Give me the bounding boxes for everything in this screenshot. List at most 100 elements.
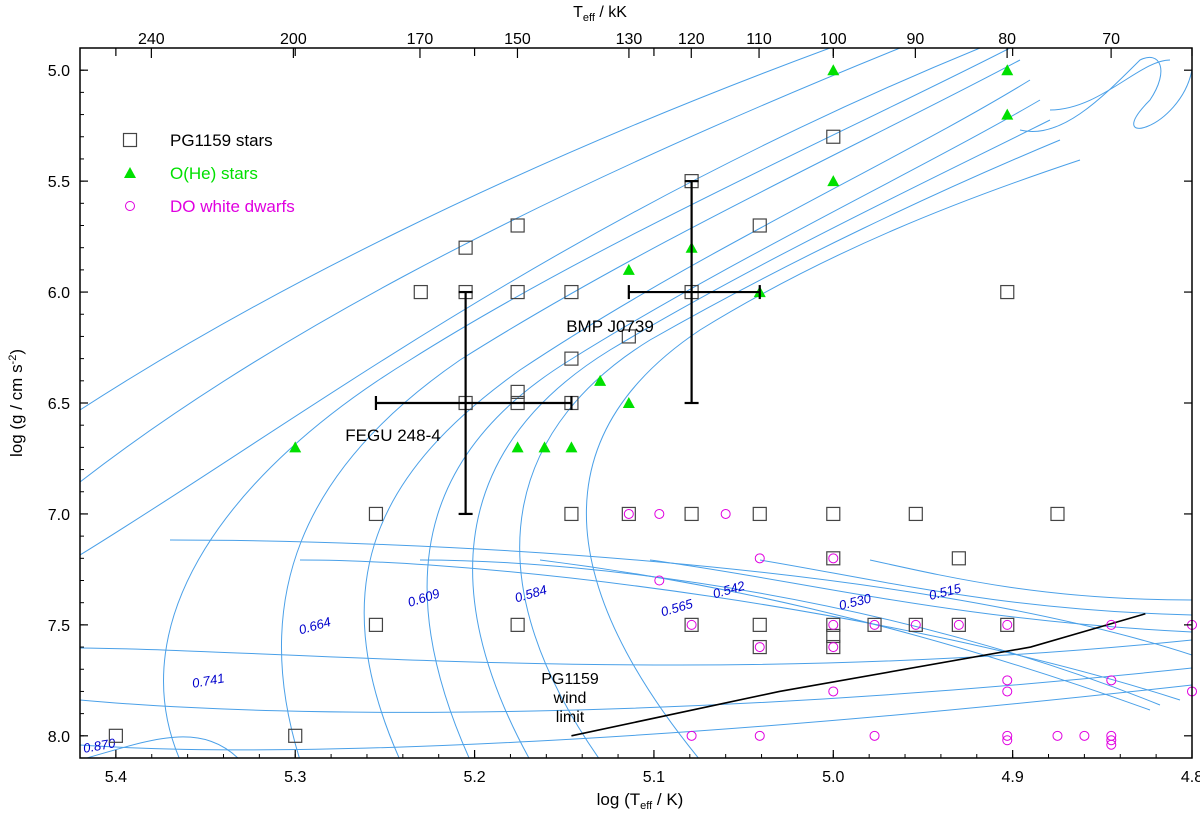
wind-limit-label-2: limit — [556, 709, 585, 726]
pg1159-point-0 — [108, 728, 123, 743]
ohe-point-5 — [622, 263, 635, 275]
top-tick-label-1: 200 — [280, 31, 307, 48]
wind-limit-line — [571, 613, 1146, 737]
pg1159-point-23 — [752, 218, 767, 233]
pg1159-point-26 — [752, 639, 767, 655]
pg1159-point-30 — [826, 617, 841, 632]
pg1159-point-33 — [867, 617, 882, 632]
do-point-12 — [1106, 619, 1117, 630]
y-tick-label-4: 7.0 — [48, 507, 70, 524]
track-line-7 — [426, 99, 1041, 758]
error-bar-label-0: FEGU 248-4 — [345, 426, 440, 445]
pg1159-point-18 — [621, 506, 636, 522]
pg1159-point-40 — [1050, 506, 1065, 522]
track-label-0-530: 0.530 — [837, 590, 873, 613]
pg1159-point-4 — [413, 284, 428, 300]
pg1159-point-14 — [564, 351, 579, 366]
do-point-11 — [1002, 619, 1013, 630]
do-point-6 — [686, 619, 697, 630]
x-tick-label-1: 5.3 — [284, 769, 306, 786]
track-line-15 — [299, 559, 1181, 701]
do-point-2 — [720, 508, 731, 519]
ohe-point-1 — [511, 441, 524, 453]
do-point-30 — [1106, 739, 1117, 750]
x-tick-label-2: 5.2 — [463, 769, 485, 786]
pg1159-point-36 — [951, 551, 966, 566]
pg1159-point-35 — [908, 617, 923, 632]
do-point-10 — [953, 619, 964, 630]
do-point-16 — [828, 686, 839, 697]
pg1159-point-29 — [826, 551, 841, 566]
pg1159-point-25 — [752, 617, 767, 632]
ohe-point-2 — [538, 441, 551, 453]
ohe-point-3 — [565, 441, 578, 453]
legend-label-0: PG1159 stars — [170, 131, 273, 150]
y-tick-label-0: 5.0 — [48, 63, 70, 80]
do-point-5 — [828, 553, 839, 564]
ohe-point-0 — [289, 441, 302, 453]
pg1159-point-12 — [510, 617, 525, 632]
do-point-21 — [686, 730, 697, 741]
top-axis: 240 200 170 150 130 120 110 100 90 80 70 — [138, 31, 1120, 58]
track-label-0-565: 0.565 — [659, 596, 695, 620]
y-axis: 5.0 5.5 6.0 6.5 7.0 7.5 8.0 — [48, 63, 1192, 746]
track-line-10 — [585, 159, 1081, 758]
y-tick-label-6: 8.0 — [48, 729, 70, 746]
track-line-8 — [472, 119, 1051, 758]
pg1159-point-3 — [368, 617, 384, 632]
track-line-6 — [363, 79, 1031, 758]
y-tick-label-5: 7.5 — [48, 618, 70, 635]
track-line-4 — [163, 48, 1011, 758]
pg1159-point-22 — [684, 617, 699, 632]
series-do — [623, 508, 1197, 750]
top-tick-label-10: 70 — [1102, 31, 1120, 48]
track-line-17 — [539, 559, 1151, 711]
track-line-22 — [1049, 59, 1171, 111]
legend-triangle-icon — [124, 167, 136, 178]
y-tick-label-2: 6.0 — [48, 285, 70, 302]
track-label-0-584: 0.584 — [513, 582, 548, 605]
track-label-0-609: 0.609 — [406, 586, 442, 610]
legend-label-2: DO white dwarfs — [170, 197, 295, 216]
pg1159-point-5 — [458, 240, 473, 255]
do-point-29 — [1106, 735, 1117, 746]
pg1159-point-24 — [752, 506, 767, 522]
ohe-point-10 — [827, 175, 840, 187]
pg1159-point-28 — [826, 506, 841, 522]
pg1159-point-10 — [510, 384, 525, 400]
do-point-18 — [1002, 686, 1013, 697]
pg1159-point-13 — [564, 284, 579, 300]
track-line-18 — [649, 559, 1192, 633]
ohe-point-11 — [1001, 64, 1014, 76]
do-point-17 — [1002, 675, 1013, 686]
x-tick-label-0: 5.4 — [105, 769, 127, 786]
do-point-4 — [754, 553, 765, 564]
track-line-12 — [80, 667, 1192, 713]
do-point-27 — [1079, 730, 1090, 741]
pg1159-point-8 — [510, 218, 525, 233]
do-point-19 — [1106, 675, 1117, 686]
track-line-0 — [80, 48, 831, 411]
do-point-25 — [1002, 735, 1013, 746]
do-point-8 — [869, 619, 880, 630]
track-line-3 — [85, 736, 239, 758]
legend: PG1159 stars O(He) stars DO white dwarfs — [122, 131, 295, 216]
series-ohe — [289, 64, 1014, 453]
track-line-20 — [869, 559, 1192, 601]
do-point-0 — [623, 508, 634, 519]
do-point-15 — [828, 642, 839, 653]
top-tick-label-4: 130 — [616, 31, 643, 48]
track-line-2 — [80, 48, 981, 556]
x-tick-label-6: 4.8 — [1181, 769, 1200, 786]
track-label-0-542: 0.542 — [711, 578, 747, 602]
track-line-14 — [169, 539, 1192, 656]
track-label-0-870: 0.870 — [82, 735, 117, 756]
pg1159-point-16 — [564, 506, 579, 522]
top-tick-label-3: 150 — [504, 31, 531, 48]
evolutionary-tracks — [80, 48, 1192, 758]
track-line-11 — [80, 639, 1192, 666]
top-tick-label-0: 240 — [138, 31, 165, 48]
top-tick-label-2: 170 — [407, 31, 434, 48]
do-point-1 — [654, 508, 665, 519]
